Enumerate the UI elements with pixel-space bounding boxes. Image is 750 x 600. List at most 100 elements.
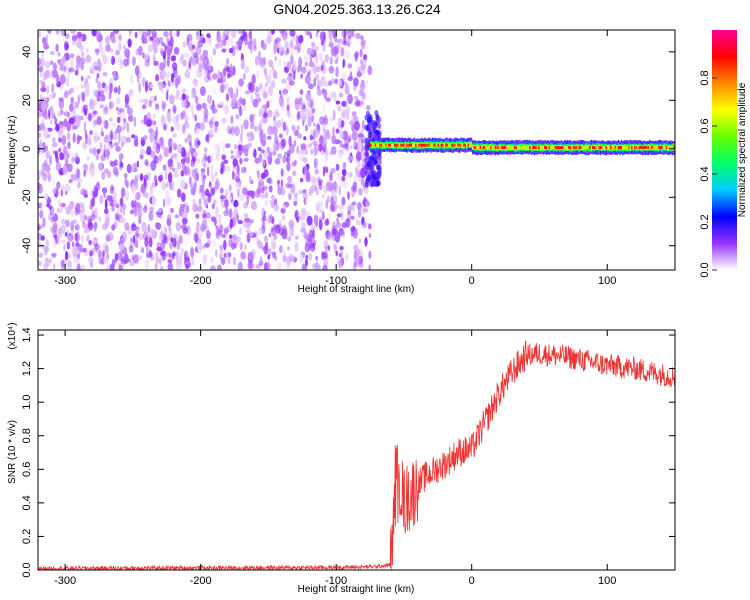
spectrogram-noise-cell — [105, 35, 110, 45]
spectrogram-noise-cell — [75, 242, 80, 247]
spectrogram-noise-cell — [168, 180, 172, 190]
spectrogram-noise-cell — [42, 71, 47, 81]
spectrogram-noise-cell — [226, 82, 229, 89]
spectrogram-signal-cell — [608, 145, 611, 151]
spectrogram-signal-cell — [613, 145, 615, 151]
spectrogram-noise-cell — [109, 117, 113, 122]
spectrogram-noise-cell — [96, 148, 101, 154]
spectrogram-noise-cell — [274, 158, 281, 165]
spectrogram-noise-cell — [95, 153, 100, 161]
spectrogram-noise-cell — [323, 116, 329, 126]
spectrogram-noise-cell — [374, 152, 379, 159]
spectrogram-noise-cell — [103, 119, 106, 129]
spectrogram-noise-cell — [195, 45, 202, 55]
spectrogram-noise-cell — [339, 230, 345, 236]
spectrogram-noise-cell — [323, 185, 328, 194]
spectrogram-noise-cell — [106, 170, 112, 179]
spectrogram-noise-cell — [289, 227, 295, 237]
colorbar-label: Normalized spectral amplitude — [737, 82, 748, 217]
spectrogram-noise-cell — [83, 214, 88, 221]
spectrogram-noise-cell — [243, 72, 246, 81]
spectrogram-noise-cell — [315, 256, 319, 265]
spectrogram-noise-cell — [263, 235, 269, 242]
spectrogram-noise-cell — [242, 106, 248, 112]
spectrogram-noise-cell — [94, 242, 98, 253]
spectrogram-noise-cell — [118, 133, 121, 144]
spectrogram-noise-cell — [313, 147, 317, 155]
spectrogram-noise-cell — [261, 139, 267, 147]
spectrogram-signal-cell — [430, 143, 432, 148]
spectrogram-noise-cell — [53, 263, 56, 270]
spectrogram-noise-cell — [231, 45, 236, 50]
spectrogram-noise-cell — [165, 196, 171, 207]
spectrogram-noise-cell — [128, 89, 134, 96]
snr-frame — [37, 329, 676, 571]
spectrogram-noise-cell — [262, 214, 267, 222]
spectrogram-noise-cell — [49, 205, 55, 216]
spectrogram-noise-cell — [208, 120, 214, 125]
spectrogram-noise-cell — [60, 189, 64, 197]
spectrogram-noise-cell — [90, 198, 95, 207]
spectrogram-noise-cell — [210, 256, 214, 263]
spectrogram-noise-cell — [374, 160, 379, 167]
spectrogram-noise-cell — [196, 158, 200, 164]
colorbar-tick-label: 0.8 — [699, 70, 711, 85]
spectrogram-noise-cell — [93, 61, 97, 68]
spectrogram-noise-cell — [221, 199, 226, 209]
spectrogram-noise-cell — [155, 74, 160, 82]
spectrogram-noise-cell — [354, 253, 360, 264]
spectrogram-noise-cell — [256, 187, 261, 195]
spectrogram-noise-cell — [303, 231, 308, 240]
spectrogram-noise-cell — [192, 198, 196, 205]
spectrogram-noise-cell — [349, 203, 354, 211]
spectrogram-noise-cell — [83, 193, 89, 198]
spectrogram-noise-cell — [124, 103, 129, 109]
spectrogram-noise-cell — [240, 32, 244, 37]
spectrogram-noise-cell — [207, 69, 211, 81]
spectrogram-noise-cell — [38, 225, 41, 230]
spectrogram-noise-cell — [52, 69, 58, 79]
spectrogram-noise-cell — [309, 108, 313, 118]
spectrogram-noise-cell — [267, 86, 272, 94]
spectrogram-noise-cell — [307, 234, 313, 245]
spectrogram-noise-cell — [286, 162, 291, 172]
spectrogram-noise-cell — [257, 170, 261, 180]
spectrogram-noise-cell — [71, 241, 75, 248]
spectrogram-noise-cell — [134, 135, 139, 145]
spectrogram-noise-cell — [299, 109, 305, 120]
spectrogram-peak-cell — [589, 146, 591, 150]
y-tick-label: 0 — [21, 146, 33, 152]
spectrogram-peak-cell — [427, 143, 429, 147]
spectrogram-noise-cell — [122, 207, 126, 216]
spectrogram-noise-cell — [237, 144, 243, 151]
spectrogram-noise-cell — [191, 169, 197, 179]
spectrogram-noise-cell — [175, 73, 178, 79]
spectrogram-noise-cell — [67, 141, 71, 150]
spectrogram-noise-cell — [180, 247, 184, 256]
spectrogram-peak-cell — [494, 146, 497, 150]
spectrogram-noise-cell — [232, 234, 237, 241]
spectrogram-noise-cell — [141, 104, 147, 110]
spectrogram-noise-cell — [280, 78, 287, 84]
spectrogram-noise-cell — [163, 30, 169, 38]
spectrogram-noise-cell — [138, 255, 143, 261]
spectrogram-noise-cell — [104, 148, 111, 158]
spectrogram-noise-cell — [367, 124, 372, 130]
spectrogram-noise-cell — [244, 90, 251, 95]
spectrogram-noise-cell — [329, 38, 333, 46]
spectrogram-peak-cell — [580, 146, 582, 150]
spectrogram-noise-cell — [152, 54, 156, 63]
spectrogram-noise-cell — [183, 53, 189, 58]
spectrogram-peak-cell — [650, 146, 653, 150]
spectrogram-noise-cell — [318, 143, 323, 152]
spectrogram-noise-cell — [327, 245, 331, 251]
spectrogram-noise-cell — [134, 230, 140, 237]
spectrogram-noise-cell — [118, 41, 122, 51]
spectrogram-noise-cell — [171, 153, 178, 159]
spectrogram-noise-cell — [88, 218, 92, 228]
spectrogram-noise-cell — [323, 88, 328, 100]
spectrogram-noise-cell — [288, 193, 292, 201]
spectrogram-peak-cell — [665, 146, 668, 150]
spectrogram-signal-cell — [566, 146, 569, 151]
spectrogram-noise-cell — [191, 256, 195, 266]
